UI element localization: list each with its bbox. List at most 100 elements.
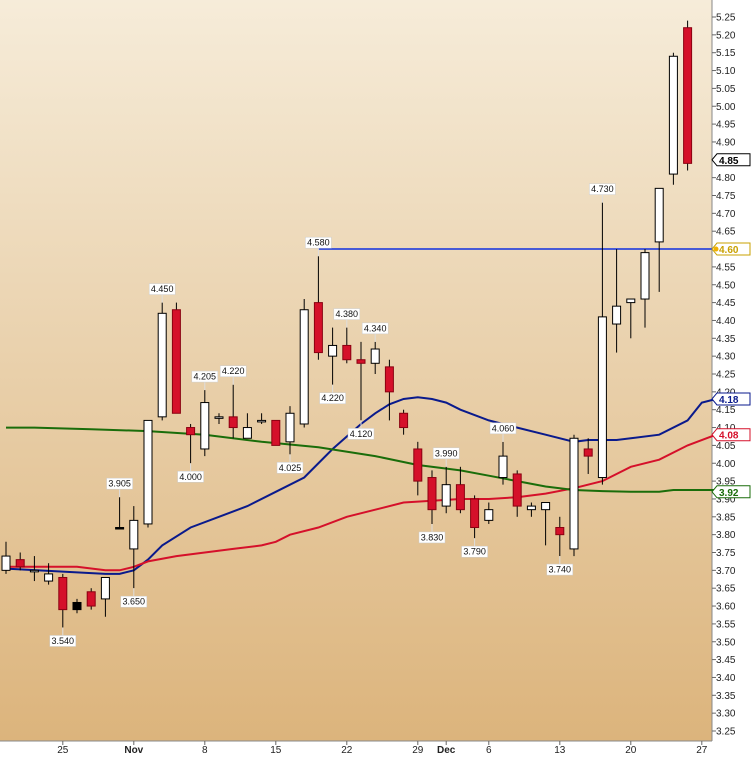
candle-body — [583, 448, 593, 457]
y-tick-label: 3.25 — [716, 727, 736, 738]
candle-body — [541, 502, 551, 511]
y-tick-label: 5.25 — [716, 13, 736, 24]
annotation-box — [120, 595, 148, 608]
candle-body — [413, 448, 423, 482]
x-tick-label: Nov — [124, 745, 143, 756]
y-tick-label: 5.00 — [716, 102, 736, 113]
candle-body — [498, 455, 508, 479]
candle-body — [129, 519, 139, 550]
annotation-label: 4.120 — [350, 429, 373, 439]
y-tick-label: 4.50 — [716, 280, 736, 291]
y-tick-label: 4.30 — [716, 352, 736, 363]
x-axis-ticks: 25 Nov 8 15 22 29 Dec 6 13 20 27 — [57, 741, 708, 756]
annotation-box — [489, 422, 517, 435]
annotation-box — [461, 545, 488, 558]
price-tag-label: 4.18 — [719, 395, 739, 406]
annotation-label: 4.025 — [279, 463, 302, 473]
x-tick-label: 22 — [341, 745, 353, 756]
y-tick-label: 3.65 — [716, 584, 736, 595]
annotation-label: 3.650 — [123, 597, 146, 607]
x-tick-label: 29 — [412, 745, 424, 756]
y-tick-label: 3.80 — [716, 530, 736, 541]
candle-body — [399, 412, 409, 429]
annotation-box — [49, 635, 77, 647]
candle-body — [214, 416, 224, 419]
x-axis-background — [0, 741, 755, 761]
candle-body — [100, 576, 110, 600]
price-tag-box — [711, 428, 751, 442]
candle-body — [356, 359, 366, 364]
y-tick-label: 4.95 — [716, 120, 736, 131]
y-tick-label: 4.80 — [716, 173, 736, 184]
annotation-label: 3.740 — [549, 565, 572, 575]
annotation-box — [333, 308, 361, 320]
y-tick-label: 3.40 — [716, 673, 736, 684]
x-tick-label: 15 — [270, 745, 282, 756]
candle-body — [441, 484, 451, 507]
x-tick-label: Dec — [437, 745, 456, 756]
plot-background — [0, 0, 712, 741]
candle-body — [512, 473, 522, 507]
x-tick-label: 8 — [202, 745, 208, 756]
candle-body — [526, 505, 536, 511]
candle-body — [242, 427, 252, 439]
price-annotations: 3.540 3.905 3.650 4.450 4.000 4.205 4.220 4.025… — [49, 183, 616, 647]
annotation-label: 4.220 — [321, 393, 344, 403]
price-tag-label: 4.85 — [719, 156, 739, 167]
annotation-label: 4.450 — [151, 284, 174, 294]
annotation-label: 4.205 — [194, 372, 217, 382]
candle-body — [384, 366, 394, 393]
annotation-label: 4.580 — [307, 238, 330, 248]
candle-body — [612, 305, 622, 325]
candle-body — [44, 573, 54, 582]
annotation-label: 3.905 — [108, 479, 131, 489]
x-tick-label: 27 — [696, 745, 708, 756]
annotation-label: 4.220 — [222, 366, 245, 376]
annotation-label: 4.000 — [179, 472, 202, 482]
annotation-label: 4.380 — [336, 309, 359, 319]
candle-body — [455, 484, 465, 511]
series-red-line — [6, 433, 717, 572]
x-tick-label: 13 — [554, 745, 566, 756]
candle-body — [668, 55, 678, 175]
y-axis-ticks: 5.25 5.20 5.15 5.10 5.05 5.00 4.95 4.90 4.85 4.80… — [712, 13, 736, 738]
candle-body — [484, 509, 494, 521]
moving-average-lines — [5, 396, 717, 575]
y-tick-label: 4.05 — [716, 441, 736, 452]
candle-body — [555, 527, 565, 536]
y-axis-background — [712, 0, 755, 761]
candle-body — [15, 559, 25, 568]
candle-body — [328, 344, 338, 357]
y-tick-label: 4.90 — [716, 137, 736, 148]
x-tick-label: 20 — [625, 745, 637, 756]
y-tick-label: 3.50 — [716, 637, 736, 648]
y-tick-label: 3.30 — [716, 709, 736, 720]
price-tag-marker — [713, 246, 719, 252]
y-tick-label: 4.35 — [716, 334, 736, 345]
right-price-tags: 4.85 4.60 4.18 4.08 3.92 — [711, 153, 751, 499]
annotation-box — [305, 236, 332, 249]
y-tick-label: 5.10 — [716, 66, 736, 77]
y-tick-label: 3.60 — [716, 602, 736, 613]
candle-body — [654, 187, 664, 243]
annotation-label: 3.540 — [52, 636, 75, 646]
candle-body — [569, 437, 579, 550]
annotation-label: 4.340 — [364, 323, 387, 333]
series-blue-line — [5, 396, 717, 575]
candle-body — [342, 344, 352, 361]
candle-body — [271, 419, 281, 446]
y-tick-label: 4.25 — [716, 370, 736, 381]
y-tick-label: 5.15 — [716, 48, 736, 59]
candle-body — [143, 419, 153, 525]
candle-body — [299, 309, 309, 425]
candle-body — [200, 402, 210, 450]
y-tick-label: 3.55 — [716, 619, 736, 630]
annotation-box — [219, 365, 247, 377]
annotation-box — [347, 428, 375, 440]
y-tick-label: 4.00 — [716, 459, 736, 470]
annotation-label: 3.790 — [463, 547, 486, 557]
candle-body — [72, 601, 82, 611]
y-tick-label: 5.05 — [716, 84, 736, 95]
x-tick-label: 6 — [486, 745, 492, 756]
